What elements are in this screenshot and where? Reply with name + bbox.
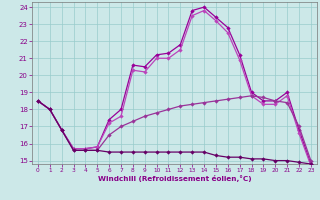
X-axis label: Windchill (Refroidissement éolien,°C): Windchill (Refroidissement éolien,°C) [98, 175, 251, 182]
